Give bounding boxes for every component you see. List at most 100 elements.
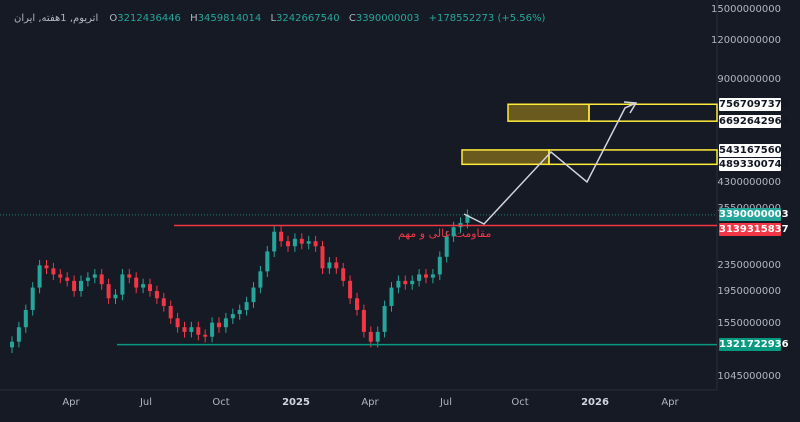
candle-body (368, 331, 373, 342)
candle-body (65, 277, 70, 281)
candle-body (444, 236, 449, 257)
candle-body (161, 298, 166, 306)
candle-body (341, 268, 346, 281)
candle-body (58, 274, 63, 278)
candle-body (217, 322, 221, 328)
time-tick: Jul (439, 397, 453, 408)
candle-body (417, 274, 422, 281)
candle-body (230, 314, 235, 319)
time-tick: Jul (139, 397, 153, 408)
candle-body (106, 284, 111, 299)
candle-body (182, 327, 187, 332)
low-label: L (270, 13, 277, 24)
candle-body (10, 341, 14, 348)
change-value: +178552273 (+5.56%) (428, 13, 546, 24)
low-value: 3242667540 (276, 13, 340, 24)
symbol-label[interactable]: اتریوم, 1هفته, ایران (14, 13, 99, 24)
candle-body (244, 302, 249, 310)
candle-body (375, 331, 380, 342)
candles-group (10, 209, 470, 353)
time-tick-year: 2025 (282, 397, 310, 408)
drawings-group[interactable] (0, 101, 718, 346)
candle-body (251, 287, 256, 303)
candle-body (334, 262, 339, 269)
candle-body (382, 305, 387, 332)
resistance-price-tag: 3139315837 (719, 223, 789, 236)
support-price-tag: 1321722936 (719, 338, 789, 351)
target-2-top-tag: 7567097378 (719, 98, 789, 111)
candle-body (451, 227, 456, 237)
candle-body (79, 280, 83, 292)
candle-body (465, 214, 470, 223)
candle-body (327, 262, 332, 269)
price-tick: 2350000000 (717, 260, 781, 271)
candle-body (210, 322, 215, 337)
price-tick: 4300000000 (717, 177, 781, 188)
candle-body (37, 265, 42, 288)
target-zone-filled (461, 149, 550, 166)
candle-body (223, 318, 228, 328)
candle-body (148, 284, 152, 292)
candle-body (272, 231, 277, 252)
candle-body (141, 284, 146, 288)
candle-body (299, 238, 304, 244)
time-tick: Apr (361, 397, 379, 408)
target-zone-outline (588, 103, 718, 122)
price-tick: 1045000000 (717, 371, 781, 382)
candle-body (168, 305, 173, 319)
candle-body (237, 309, 242, 315)
candle-body (258, 271, 263, 288)
candle-body (286, 241, 290, 247)
candle-body (410, 280, 415, 285)
candle-body (120, 274, 125, 295)
candle-body (361, 309, 366, 332)
candle-body (23, 309, 28, 328)
price-tick: 1550000000 (717, 318, 781, 329)
candle-body (92, 274, 97, 278)
time-tick-year: 2026 (581, 397, 609, 408)
target-zone-outline (548, 149, 718, 166)
candle-body (175, 318, 180, 328)
target-1-top-tag: 5431675607 (719, 144, 789, 157)
price-tick: 1950000000 (717, 286, 781, 297)
time-tick: Oct (212, 397, 230, 408)
time-tick: Apr (661, 397, 679, 408)
candle-body (85, 277, 90, 281)
candle-body (99, 274, 104, 285)
price-tick: 12000000000 (711, 35, 781, 46)
target-1-bottom-tag: 4893300749 (719, 158, 789, 171)
projection-path (463, 102, 637, 225)
candle-body (292, 238, 297, 247)
price-tick: 15000000000 (711, 4, 781, 15)
candle-body (265, 251, 270, 272)
candle-body (279, 231, 284, 242)
target-zone-filled (507, 103, 590, 122)
candle-body (127, 274, 132, 278)
candle-body (396, 280, 401, 288)
current-price-tag: 3390000003 (719, 208, 789, 221)
candle-body (196, 327, 201, 335)
candle-body (313, 241, 318, 247)
resistance-annotation[interactable]: مقاومت عالی و مهم (398, 227, 492, 240)
time-tick: Oct (511, 397, 529, 408)
candle-body (320, 246, 325, 269)
high-label: H (190, 13, 198, 24)
open-value: 3212436446 (117, 13, 181, 24)
candle-body (113, 294, 118, 299)
candle-body (134, 277, 139, 288)
close-value: 3390000003 (355, 13, 420, 24)
candle-body (424, 274, 428, 278)
candle-body (189, 327, 194, 332)
candle-body (44, 265, 49, 269)
close-label: C (348, 13, 356, 24)
open-label: O (109, 13, 118, 24)
projection-arrowhead (623, 101, 638, 114)
candle-body (430, 274, 435, 278)
target-2-bottom-tag: 6692642961 (719, 115, 789, 128)
price-tick: 9000000000 (717, 74, 781, 85)
time-tick: Apr (62, 397, 80, 408)
candle-body (403, 280, 408, 285)
candle-body (30, 287, 35, 310)
candle-body (389, 287, 394, 306)
